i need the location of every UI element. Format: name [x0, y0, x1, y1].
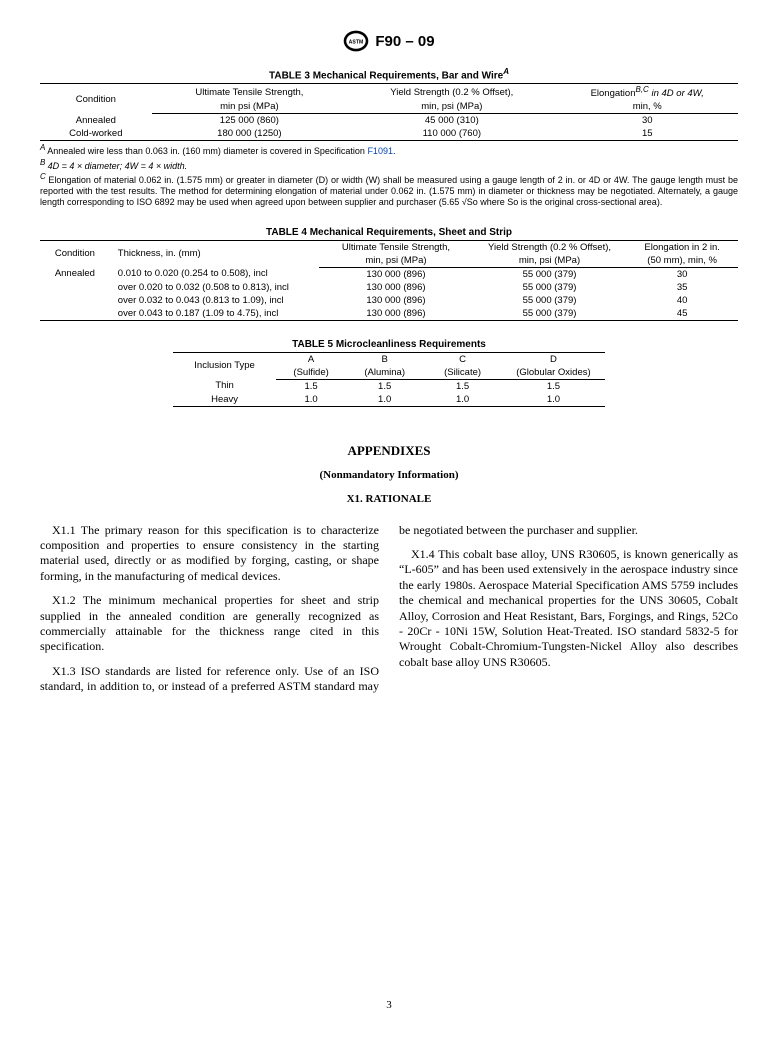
table-row: over 0.032 to 0.043 (0.813 to 1.09), inc…	[40, 294, 738, 307]
table5-title: TABLE 5 Microcleanliness Requirements	[40, 339, 738, 350]
table4-title: TABLE 4 Mechanical Requirements, Sheet a…	[40, 227, 738, 238]
table-row: Annealed125 000 (860)45 000 (310)30	[40, 114, 738, 128]
t3-col-uts-2: min psi (MPa)	[220, 101, 279, 112]
page-header: ASTM F90 – 09	[40, 30, 738, 55]
table-row: Thin1.51.51.51.5	[173, 379, 606, 393]
paragraph-x11: X1.1 The primary reason for this specifi…	[40, 523, 379, 584]
table-row: over 0.043 to 0.187 (1.09 to 4.75), incl…	[40, 307, 738, 321]
t3-col-ys-1: Yield Strength (0.2 % Offset),	[390, 87, 513, 98]
table-row: Cold-worked180 000 (1250)110 000 (760)15	[40, 127, 738, 141]
ref-link-f1091[interactable]: F1091	[367, 146, 393, 156]
astm-logo-icon: ASTM	[343, 30, 369, 52]
table-row: Heavy1.01.01.01.0	[173, 393, 606, 407]
svg-text:ASTM: ASTM	[349, 40, 364, 46]
t3-col-uts-1: Ultimate Tensile Strength,	[195, 87, 303, 98]
table4: Condition Thickness, in. (mm) Ultimate T…	[40, 240, 738, 321]
appendix-title: APPENDIXES	[40, 443, 738, 459]
page-number: 3	[0, 999, 778, 1011]
t3-col-el-1-pre: Elongation	[591, 88, 636, 99]
table5: Inclusion Type A B C D (Sulfide) (Alumin…	[173, 352, 606, 407]
paragraph-x14: X1.4 This cobalt base alloy, UNS R30605,…	[399, 547, 738, 670]
doc-id: F90 – 09	[375, 33, 434, 50]
rationale-heading: X1. RATIONALE	[40, 493, 738, 505]
table3: Condition Ultimate Tensile Strength, Yie…	[40, 83, 738, 141]
t3-col-condition: Condition	[76, 94, 116, 105]
table3-footnotes: A Annealed wire less than 0.063 in. (160…	[40, 143, 738, 208]
appendix-subtitle: (Nonmandatory Information)	[40, 469, 738, 481]
table3-title: TABLE 3 Mechanical Requirements, Bar and…	[40, 67, 738, 81]
t3-col-el-2: min, %	[633, 101, 662, 112]
t3-col-ys-2: min, psi (MPa)	[421, 101, 482, 112]
table-row: over 0.020 to 0.032 (0.508 to 0.813), in…	[40, 281, 738, 294]
rationale-body: X1.1 The primary reason for this specifi…	[40, 523, 738, 695]
paragraph-x12: X1.2 The minimum mechanical properties f…	[40, 593, 379, 654]
table-row: Annealed0.010 to 0.020 (0.254 to 0.508),…	[40, 267, 738, 281]
